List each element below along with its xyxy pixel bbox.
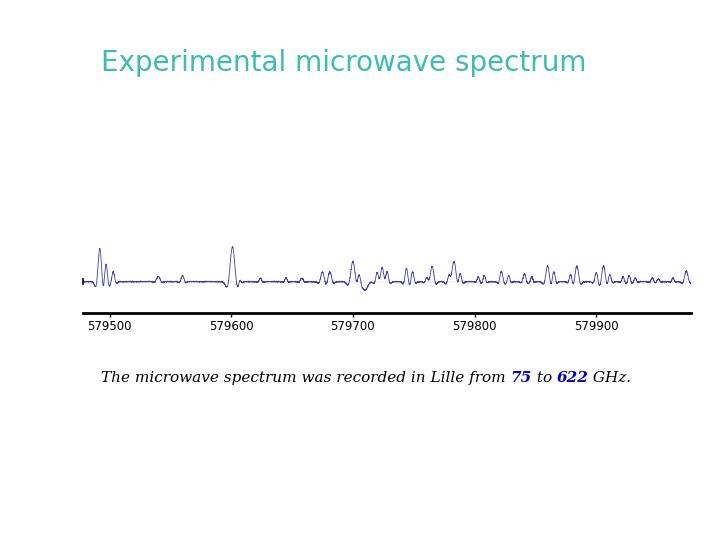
Text: GHz.: GHz. bbox=[588, 371, 631, 385]
Text: The microwave spectrum was recorded in Lille from: The microwave spectrum was recorded in L… bbox=[101, 371, 510, 385]
Text: 75: 75 bbox=[510, 371, 531, 385]
Text: Experimental microwave spectrum: Experimental microwave spectrum bbox=[101, 49, 586, 77]
Text: 622: 622 bbox=[557, 371, 588, 385]
Text: to: to bbox=[531, 371, 557, 385]
